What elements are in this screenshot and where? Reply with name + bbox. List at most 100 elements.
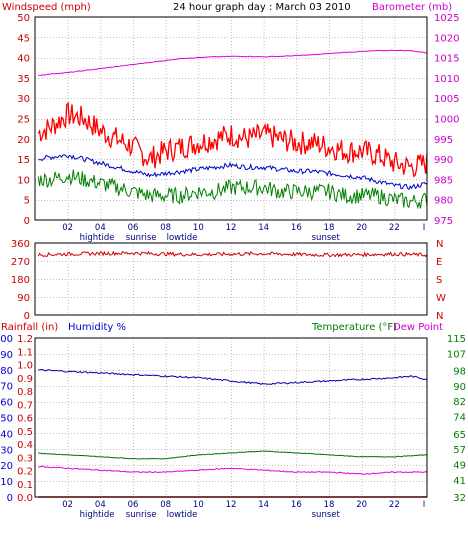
rainfall-tick-label: 0.6 — [17, 414, 33, 425]
graph-title: 24 hour graph day : March 03 2010 — [173, 2, 351, 13]
windspeed-axis-title: Windspeed (mph) — [2, 2, 91, 13]
x-tick-label: 22 — [389, 223, 400, 233]
rainfall-tick-label: 1.1 — [17, 347, 33, 358]
panel-frame-1 — [34, 16, 428, 221]
rainfall-tick-label: 0.5 — [17, 427, 33, 438]
windspeed-tick-label: 30 — [17, 94, 30, 105]
humidity-tick-label: 80 — [0, 366, 13, 377]
compass-label: W — [436, 293, 446, 304]
series-barometer — [38, 49, 428, 76]
x-tick-label: 06 — [128, 500, 139, 510]
rainfall-tick-label: 0.2 — [17, 467, 33, 478]
x-tick-label: 22 — [389, 500, 400, 510]
event-label-lowtide: lowtide — [167, 510, 198, 520]
windspeed-tick-label: 45 — [17, 33, 30, 44]
humidity-tick-label: 90 — [0, 350, 13, 361]
humidity-tick-label: 50 — [0, 414, 13, 425]
barometer-tick-label: 1020 — [434, 33, 459, 44]
x-tick-label: 16 — [291, 500, 302, 510]
direction-tick-label: 270 — [11, 257, 30, 268]
grid-layer — [35, 17, 427, 497]
windspeed-tick-label: 20 — [17, 135, 30, 146]
temperature-tick-label: 107 — [447, 349, 466, 360]
temperature-tick-label: 82 — [453, 397, 466, 408]
x-tick-label: 10 — [193, 500, 204, 510]
x-tick-label: 10 — [193, 223, 204, 233]
temperature-tick-label: 98 — [453, 367, 466, 378]
x-tick-label: I — [423, 223, 426, 233]
dewpoint-axis-title: Dew Point — [393, 322, 443, 333]
event-label-sunrise: sunrise — [126, 510, 157, 520]
barometer-tick-label: 975 — [434, 216, 453, 227]
windspeed-tick-label: 25 — [17, 115, 30, 126]
direction-tick-label: 0 — [24, 311, 30, 322]
rainfall-tick-label: 0.4 — [17, 440, 33, 451]
humidity-axis-title: Humidity % — [68, 322, 126, 333]
x-tick-label: 06 — [128, 223, 139, 233]
barometer-tick-label: 980 — [434, 196, 453, 207]
panel-frame-2 — [34, 242, 428, 316]
humidity-tick-label: 0 — [7, 493, 13, 504]
windspeed-tick-label: 10 — [17, 175, 30, 186]
barometer-tick-label: 1005 — [434, 94, 459, 105]
series-windgust_low — [37, 169, 428, 210]
event-label-sunset: sunset — [312, 233, 341, 243]
x-tick-label: 08 — [160, 500, 171, 510]
temperature-tick-label: 115 — [447, 334, 466, 345]
windspeed-tick-label: 35 — [17, 74, 30, 85]
x-tick-label: 12 — [226, 500, 237, 510]
humidity-tick-label: 20 — [0, 461, 13, 472]
event-label-lowtide: lowtide — [167, 233, 198, 243]
temperature-tick-label: 32 — [453, 493, 466, 504]
x-tick-label: 14 — [258, 223, 269, 233]
temperature-tick-label: 90 — [453, 382, 466, 393]
direction-tick-label: 90 — [17, 293, 30, 304]
humidity-tick-label: 70 — [0, 382, 13, 393]
x-tick-label: 16 — [291, 223, 302, 233]
barometer-tick-label: 990 — [434, 155, 453, 166]
barometer-tick-label: 995 — [434, 135, 453, 146]
humidity-tick-label: 60 — [0, 398, 13, 409]
temperature-tick-label: 57 — [453, 445, 466, 456]
temperature-axis-title: Temperature (°F) — [311, 322, 397, 333]
temperature-tick-label: 74 — [453, 413, 466, 424]
series-windavg — [38, 154, 428, 191]
barometer-tick-label: 1015 — [434, 54, 459, 65]
series-direction — [37, 250, 428, 258]
compass-label: N — [436, 311, 443, 322]
temperature-tick-label: 65 — [453, 430, 466, 441]
x-tick-label: 20 — [356, 223, 367, 233]
series-humidity — [38, 368, 428, 386]
x-tick-label: 02 — [62, 223, 73, 233]
x-tick-label: 18 — [324, 500, 335, 510]
rainfall-tick-label: 0.0 — [17, 493, 33, 504]
windspeed-tick-label: 0 — [24, 216, 30, 227]
x-tick-label: 12 — [226, 223, 237, 233]
barometer-tick-label: 1025 — [434, 13, 459, 24]
windspeed-tick-label: 40 — [17, 54, 30, 65]
event-label-sunrise: sunrise — [126, 233, 157, 243]
x-tick-label: 04 — [95, 500, 106, 510]
barometer-axis-title: Barometer (mb) — [372, 2, 452, 13]
panel-frame-3 — [34, 337, 428, 498]
rainfall-tick-label: 1.0 — [17, 361, 33, 372]
temperature-tick-label: 41 — [453, 476, 466, 487]
series-dewpoint — [38, 465, 428, 475]
humidity-tick-label: 30 — [0, 445, 13, 456]
rainfall-tick-label: 0.1 — [17, 480, 33, 491]
humidity-tick-label: 40 — [0, 429, 13, 440]
x-tick-label: 20 — [356, 500, 367, 510]
compass-label: E — [436, 257, 442, 268]
humidity-tick-label: 10 — [0, 477, 13, 488]
humidity-tick-label: 100 — [0, 334, 13, 345]
barometer-tick-label: 1000 — [434, 115, 459, 126]
axes-layer: 0510152025303540455097598098599099510001… — [0, 13, 466, 520]
windspeed-tick-label: 15 — [17, 155, 30, 166]
event-label-hightide: hightide — [80, 510, 115, 520]
series-temperature — [38, 450, 428, 460]
barometer-tick-label: 1010 — [434, 74, 459, 85]
series-windspeed — [37, 101, 428, 178]
event-label-hightide: hightide — [80, 233, 115, 243]
x-tick-label: 08 — [160, 223, 171, 233]
